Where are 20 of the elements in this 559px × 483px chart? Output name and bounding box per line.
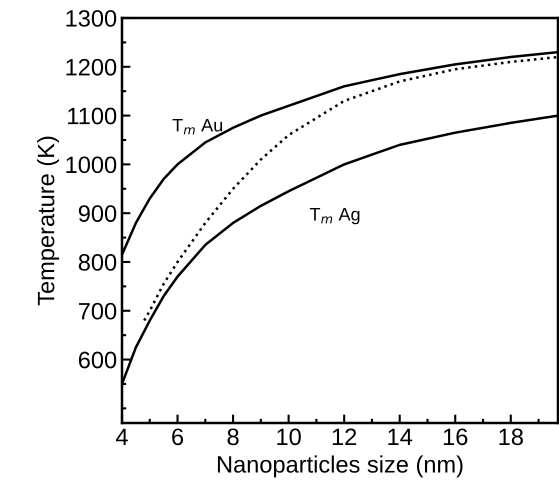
y-tick-label: 800: [78, 254, 116, 271]
x-tick-label: 8: [228, 428, 239, 446]
y-tick-label: 1300: [66, 10, 116, 27]
x-tick-label: 12: [332, 428, 356, 445]
y-tick-label: 700: [78, 302, 116, 320]
x-tick-label: 4: [116, 428, 128, 445]
x-tick-label: 16: [444, 428, 468, 446]
x-tick-label: 18: [499, 428, 523, 446]
annotation: T$_{m}$ Au: [172, 118, 222, 134]
y-tick-label: 1200: [66, 58, 116, 76]
x-tick-label: 10: [277, 428, 301, 446]
x-tick-label: 14: [388, 428, 412, 445]
y-axis-title: Temperature (K): [37, 136, 60, 306]
x-axis-title: Nanoparticles size (nm): [218, 455, 463, 478]
x-tick-label: 6: [172, 428, 184, 446]
y-tick-label: 1000: [66, 156, 116, 174]
y-tick-label: 1100: [68, 108, 116, 124]
annotation: T$_{m}$ Ag: [310, 208, 360, 224]
y-tick-label: 900: [78, 205, 116, 222]
y-tick-label: 600: [78, 352, 116, 368]
